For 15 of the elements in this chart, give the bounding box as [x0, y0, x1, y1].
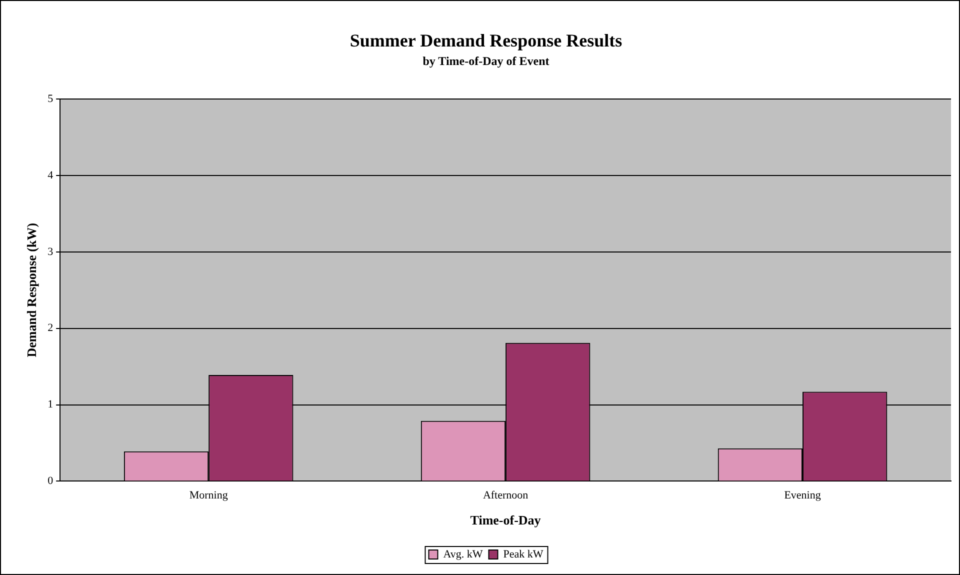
- y-tick-label: 3: [48, 246, 54, 258]
- legend-label: Peak kW: [503, 548, 544, 560]
- x-tick-label: Evening: [784, 490, 822, 502]
- legend-label: Avg. kW: [443, 548, 484, 560]
- x-tick-label: Afternoon: [482, 490, 529, 502]
- y-tick-label: 0: [48, 475, 54, 488]
- chart-subtitle: by Time-of-Day of Event: [422, 54, 550, 68]
- y-tick-label: 1: [48, 398, 54, 411]
- y-tick-label: 5: [48, 92, 54, 105]
- chart-title: Summer Demand Response Results: [350, 30, 622, 50]
- x-tick-label: Morning: [189, 490, 228, 502]
- y-tick-label: 2: [48, 322, 54, 334]
- x-axis-title: Time-of-Day: [470, 512, 542, 528]
- y-axis-title: Demand Response (kW): [24, 222, 40, 358]
- y-tick-label: 4: [48, 169, 54, 182]
